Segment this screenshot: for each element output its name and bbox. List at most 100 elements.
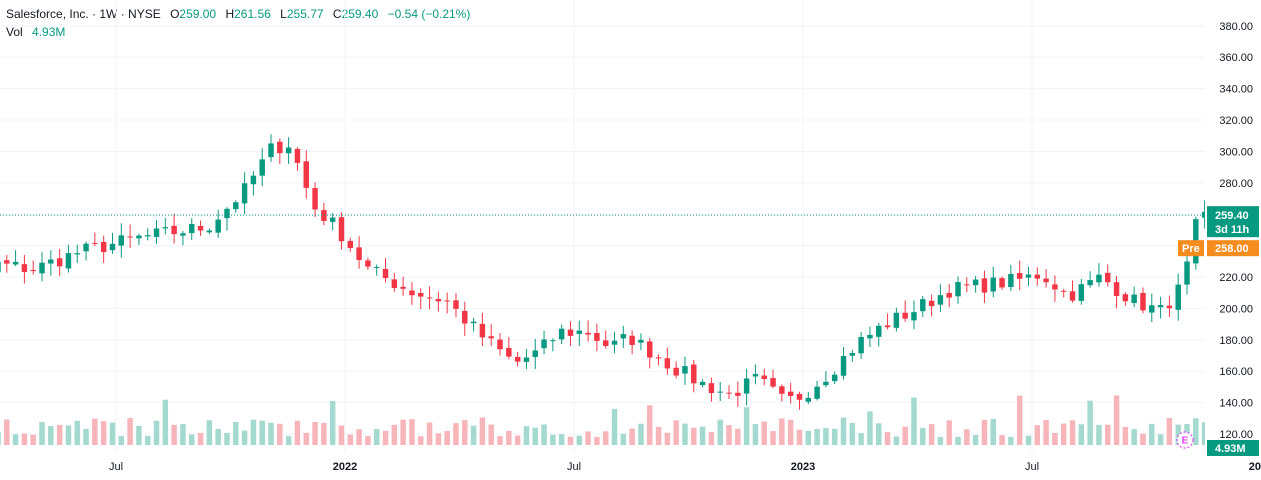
candle[interactable] (1087, 271, 1093, 288)
candle[interactable] (189, 218, 195, 241)
candle[interactable] (532, 338, 538, 369)
candle[interactable] (682, 356, 688, 385)
candle[interactable] (329, 213, 336, 231)
candle[interactable] (180, 231, 186, 246)
candle[interactable] (92, 232, 98, 247)
candle[interactable] (285, 137, 292, 164)
candle[interactable] (400, 276, 406, 296)
candle[interactable] (937, 284, 944, 313)
candle[interactable] (611, 331, 618, 354)
candle[interactable] (655, 354, 662, 366)
candle[interactable] (144, 228, 151, 241)
candle[interactable] (1166, 295, 1173, 317)
candle[interactable] (197, 220, 204, 236)
candle[interactable] (1157, 296, 1164, 319)
candle[interactable] (893, 307, 900, 332)
candle[interactable] (1052, 275, 1058, 302)
candle[interactable] (1043, 269, 1049, 288)
candle[interactable] (752, 364, 759, 385)
candle[interactable] (831, 371, 838, 385)
candle[interactable] (365, 257, 371, 270)
candle[interactable] (858, 332, 864, 360)
candle[interactable] (250, 171, 257, 196)
candle[interactable] (224, 207, 230, 231)
candle[interactable] (1060, 288, 1067, 298)
candle[interactable] (840, 347, 847, 380)
candle[interactable] (664, 347, 671, 375)
candle[interactable] (426, 286, 433, 310)
candle[interactable] (787, 382, 794, 404)
symbol-title[interactable]: Salesforce, Inc. · 1W · NYSE (6, 7, 161, 21)
candle[interactable] (462, 301, 468, 336)
candle[interactable] (12, 250, 19, 267)
price-axis[interactable]: 380.00360.00340.00320.00300.00280.00260.… (1205, 0, 1261, 480)
candle[interactable] (814, 380, 820, 401)
candle[interactable] (964, 277, 970, 293)
candle[interactable] (382, 258, 389, 283)
candle[interactable] (576, 320, 583, 346)
candle[interactable] (215, 209, 221, 238)
candle[interactable] (171, 213, 177, 244)
candle[interactable] (1201, 200, 1208, 229)
candle[interactable] (673, 361, 679, 379)
candle[interactable] (1078, 278, 1085, 305)
candle[interactable] (541, 330, 547, 355)
candle[interactable] (691, 359, 697, 393)
candle[interactable] (770, 369, 776, 389)
candle[interactable] (884, 313, 891, 330)
candle[interactable] (1131, 286, 1137, 308)
candle[interactable] (100, 235, 107, 264)
candle[interactable] (162, 217, 169, 235)
candle[interactable] (779, 384, 785, 402)
candle[interactable] (356, 236, 362, 269)
candle[interactable] (109, 232, 116, 254)
candle[interactable] (1122, 292, 1129, 306)
candle[interactable] (418, 288, 424, 310)
candle[interactable] (259, 148, 265, 187)
candle[interactable] (920, 295, 926, 318)
candle[interactable] (444, 292, 450, 314)
candle[interactable] (83, 241, 89, 261)
candle[interactable] (1140, 287, 1146, 314)
candle[interactable] (30, 260, 36, 275)
candle[interactable] (241, 172, 248, 214)
candle[interactable] (699, 379, 706, 388)
candle[interactable] (1034, 267, 1041, 286)
future-earnings-icon[interactable]: E (1176, 431, 1194, 449)
candle[interactable] (911, 300, 917, 330)
candle[interactable] (796, 391, 803, 410)
candle[interactable] (0, 258, 1, 280)
candle[interactable] (1096, 263, 1102, 287)
candle[interactable] (602, 330, 609, 349)
candle[interactable] (56, 248, 63, 276)
candle[interactable] (638, 333, 644, 351)
candle[interactable] (805, 391, 812, 405)
candle[interactable] (550, 338, 556, 352)
candle[interactable] (981, 270, 988, 304)
candle[interactable] (1149, 293, 1155, 323)
candle[interactable] (761, 368, 767, 386)
candle[interactable] (4, 254, 10, 273)
candle[interactable] (1184, 255, 1190, 295)
candle[interactable] (629, 330, 635, 355)
candle[interactable] (303, 150, 309, 199)
candle[interactable] (647, 337, 653, 369)
candle[interactable] (506, 337, 512, 360)
candle[interactable] (479, 312, 486, 347)
candle[interactable] (453, 293, 459, 318)
candle[interactable] (999, 276, 1005, 290)
candle[interactable] (1025, 266, 1032, 287)
candle[interactable] (206, 228, 213, 234)
candle[interactable] (1069, 280, 1076, 303)
candle[interactable] (409, 282, 415, 305)
candle[interactable] (435, 291, 442, 312)
candle[interactable] (743, 368, 750, 406)
candle[interactable] (726, 385, 732, 400)
candle[interactable] (294, 147, 301, 171)
candle[interactable] (74, 244, 80, 263)
candle[interactable] (1105, 264, 1111, 287)
candle[interactable] (21, 254, 28, 284)
candle[interactable] (470, 317, 477, 332)
candle[interactable] (928, 294, 935, 317)
